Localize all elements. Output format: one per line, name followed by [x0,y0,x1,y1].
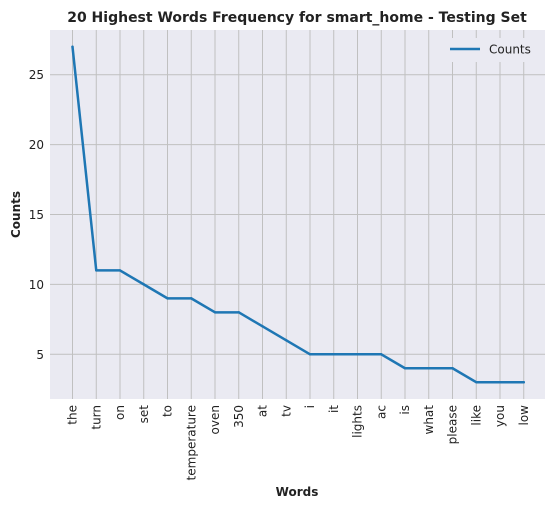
data-point [261,325,264,328]
data-point [213,311,217,314]
x-tick-label: low [517,405,531,426]
x-tick-label: turn [89,405,103,430]
x-axis-ticks: the turn on set to temperature oven 350 at tv i it l… [66,405,531,481]
x-tick-label: on [113,405,127,420]
x-tick-label: to [161,405,175,417]
y-axis-label: Counts [9,191,23,238]
x-tick-label: tv [279,405,293,417]
x-tick-label: temperature [184,405,198,480]
y-tick-label: 5 [36,348,44,362]
data-point [95,269,98,272]
data-point [142,283,145,286]
data-point [118,269,122,272]
data-point [451,367,454,370]
y-tick-label: 25 [29,68,44,82]
y-axis-ticks: 5 10 15 20 25 [29,68,44,362]
x-axis-label: Words [276,485,319,499]
data-point [237,311,240,314]
data-point [380,353,383,356]
y-tick-label: 20 [29,138,44,152]
x-tick-label: set [137,405,151,424]
x-tick-label: ac [374,405,388,419]
grid-lines [50,30,545,399]
series-line-counts [71,45,525,384]
legend-label-counts: Counts [489,43,531,57]
x-tick-label: oven [208,405,222,434]
data-point [332,353,335,356]
data-point [356,353,359,356]
x-tick-label: you [493,405,507,427]
data-point [190,297,193,300]
data-point [522,381,525,384]
series-group [71,45,525,384]
chart-title: 20 Highest Words Frequency for smart_hom… [67,10,527,26]
data-point [475,381,478,384]
legend: Counts [444,38,536,62]
data-point [71,45,74,48]
data-point [427,367,430,370]
data-point [403,367,407,370]
x-tick-label: 350 [232,405,246,428]
y-tick-label: 10 [29,278,44,292]
x-tick-label: like [469,405,483,426]
data-point [498,381,502,384]
data-point [285,339,288,342]
x-tick-label: is [398,405,412,415]
x-tick-label: at [256,405,270,417]
x-tick-label: i [303,405,317,408]
x-tick-label: what [422,405,436,435]
x-tick-label: lights [351,405,365,438]
data-point [308,353,312,356]
y-tick-label: 15 [29,208,44,222]
x-tick-label: please [446,405,460,444]
x-tick-label: it [327,405,341,413]
data-point [166,297,169,300]
x-tick-label: the [66,405,80,425]
